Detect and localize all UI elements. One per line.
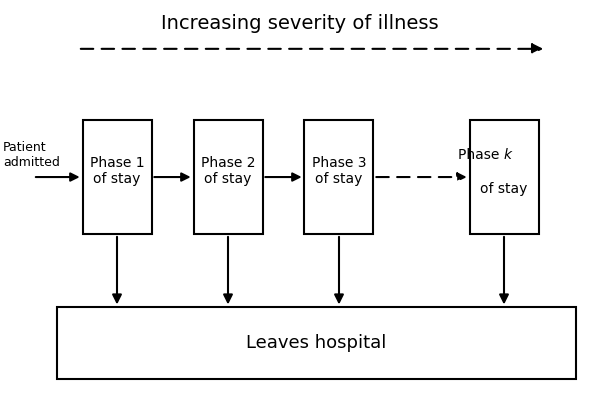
- FancyBboxPatch shape: [470, 120, 539, 234]
- Text: Phase 1
of stay: Phase 1 of stay: [89, 156, 145, 186]
- Text: Phase: Phase: [458, 148, 504, 162]
- Text: Increasing severity of illness: Increasing severity of illness: [161, 14, 439, 33]
- FancyBboxPatch shape: [193, 120, 263, 234]
- FancyBboxPatch shape: [83, 120, 151, 234]
- Text: Phase 3
of stay: Phase 3 of stay: [312, 156, 366, 186]
- Text: Leaves hospital: Leaves hospital: [247, 334, 386, 352]
- FancyBboxPatch shape: [304, 120, 373, 234]
- Text: k: k: [504, 148, 512, 162]
- FancyBboxPatch shape: [57, 307, 576, 379]
- Text: of stay: of stay: [481, 182, 527, 196]
- Text: Phase 2
of stay: Phase 2 of stay: [201, 156, 255, 186]
- Text: Patient
admitted: Patient admitted: [3, 141, 60, 168]
